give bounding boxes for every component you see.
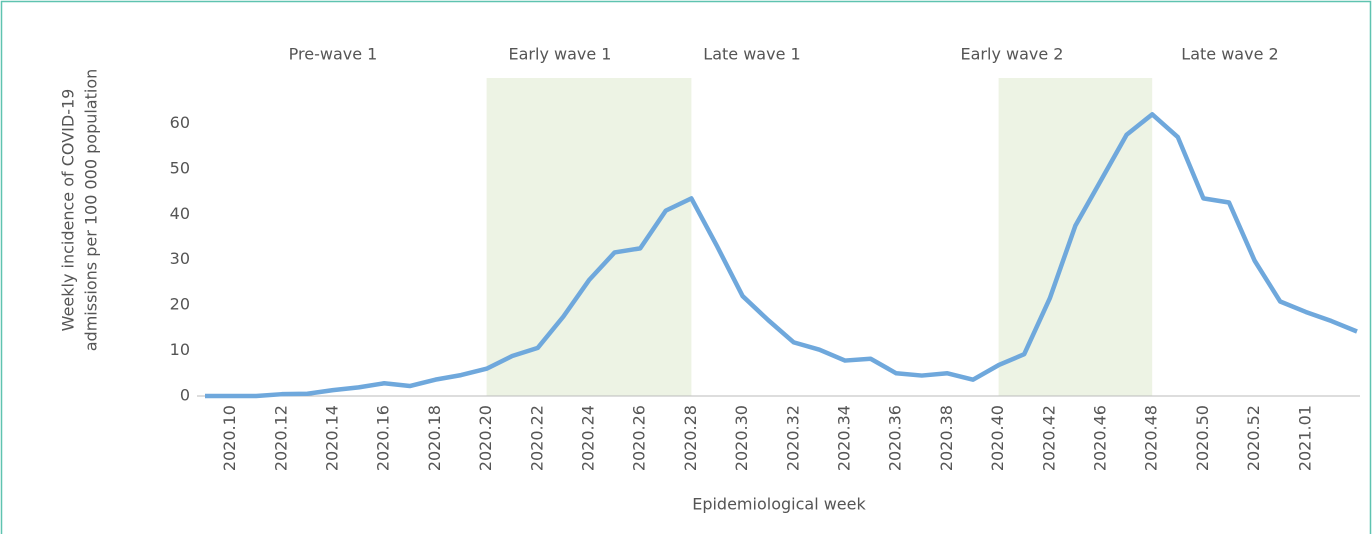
period-band [998, 78, 1153, 396]
x-tick-label: 2020.24 [579, 405, 598, 471]
x-tick-label: 2020.30 [732, 405, 751, 471]
x-tick-label: 2020.16 [374, 405, 393, 471]
period-band [486, 78, 692, 396]
x-tick-label: 2020.34 [835, 405, 854, 471]
x-tick-label: 2021.01 [1295, 405, 1314, 471]
x-tick-label: 2020.48 [1142, 405, 1161, 471]
x-tick-label: 2020.32 [783, 405, 802, 471]
y-tick-label: 0 [180, 386, 190, 405]
y-tick-label: 10 [170, 340, 190, 359]
x-tick-label: 2020.50 [1193, 405, 1212, 471]
period-label: Late wave 2 [1181, 45, 1278, 64]
x-tick-label: 2020.10 [220, 405, 239, 471]
period-label: Late wave 1 [703, 45, 800, 64]
data-line [205, 112, 1358, 399]
x-tick-label: 2020.28 [681, 405, 700, 471]
x-tick-label: 2020.12 [271, 405, 290, 471]
x-tick-label: 2020.20 [476, 405, 495, 471]
y-tick-label: 50 [170, 158, 190, 177]
x-tick-label: 2020.46 [1091, 405, 1110, 471]
x-tick-label: 2020.26 [630, 405, 649, 471]
x-tick-label: 2020.38 [937, 405, 956, 471]
x-tick-label: 2020.18 [425, 405, 444, 471]
x-tick-label: 2020.42 [1039, 405, 1058, 471]
x-tick-label: 2020.40 [988, 405, 1007, 471]
x-tick-label: 2020.14 [323, 405, 342, 471]
y-axis-title: Weekly incidence of COVID-19 [59, 89, 78, 332]
x-tick-label: 2020.36 [886, 405, 905, 471]
x-tick-label: 2020.52 [1244, 405, 1263, 471]
y-tick-label: 60 [170, 113, 190, 132]
y-tick-label: 20 [170, 295, 190, 314]
y-tick-label: 40 [170, 204, 190, 223]
period-label: Early wave 1 [509, 45, 612, 64]
period-label: Pre-wave 1 [289, 45, 378, 64]
y-tick-label: 30 [170, 249, 190, 268]
x-axis-title: Epidemiological week [692, 495, 866, 514]
y-axis-title: admissions per 100 000 population [82, 69, 101, 352]
x-tick-label: 2020.22 [527, 405, 546, 471]
period-label: Early wave 2 [961, 45, 1064, 64]
